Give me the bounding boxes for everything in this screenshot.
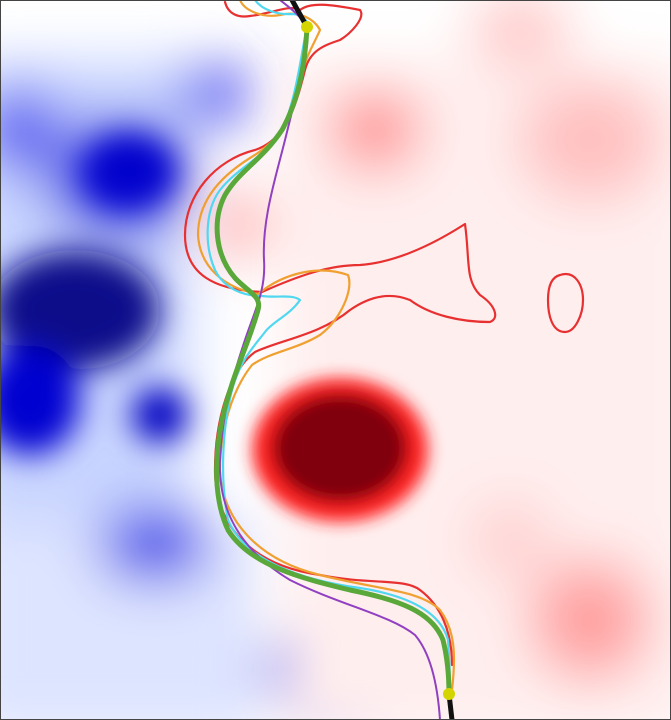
contour-red-island [546,272,585,334]
blob [210,190,270,260]
contour-cyan [206,0,452,696]
blob [520,80,660,200]
blob [530,560,650,680]
optimal-path [214,24,452,697]
positive-core [252,378,428,522]
blob [0,250,160,370]
blob [470,500,550,580]
blob [180,65,250,125]
contour-orange [196,0,456,692]
blob [85,135,175,205]
blob [272,393,408,503]
negative-core [0,135,188,455]
blob [100,510,210,580]
blob [132,387,188,443]
blob [470,0,570,65]
blob [330,90,420,170]
endpoint-end [443,688,455,700]
blob [0,345,80,455]
endpoint-start [301,21,313,33]
blob [0,90,60,170]
